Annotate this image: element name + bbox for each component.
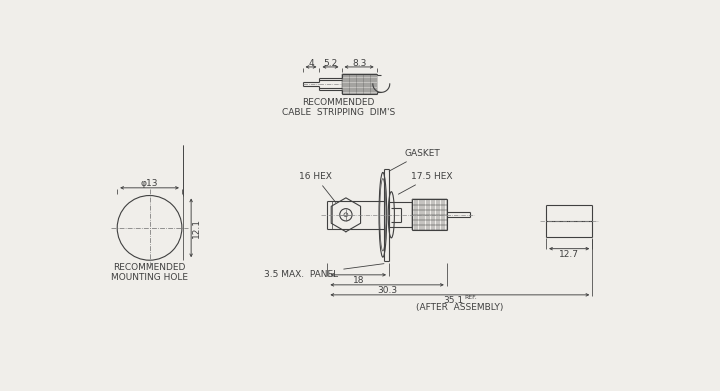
Text: REF.: REF.	[464, 296, 477, 300]
Text: φ13: φ13	[141, 179, 158, 188]
Text: GASKET: GASKET	[389, 149, 440, 171]
Text: 12.7: 12.7	[559, 249, 579, 258]
Text: 16 HEX: 16 HEX	[299, 172, 336, 203]
Text: 18: 18	[353, 276, 364, 285]
Text: 17.5 HEX: 17.5 HEX	[398, 172, 452, 194]
Text: RECOMMENDED
CABLE  STRIPPING  DIM'S: RECOMMENDED CABLE STRIPPING DIM'S	[282, 98, 395, 117]
Text: 8.3: 8.3	[352, 59, 366, 68]
Text: (AFTER  ASSEMBLY): (AFTER ASSEMBLY)	[416, 303, 503, 312]
Text: 35.1: 35.1	[444, 296, 464, 305]
Text: 12.1: 12.1	[192, 218, 201, 238]
Text: 3.5 MAX.  PANEL: 3.5 MAX. PANEL	[264, 264, 384, 279]
Text: RECOMMENDED
MOUNTING HOLE: RECOMMENDED MOUNTING HOLE	[111, 263, 188, 282]
Text: 30.3: 30.3	[377, 286, 397, 295]
Text: 4: 4	[308, 59, 314, 68]
Text: 5.2: 5.2	[323, 59, 338, 68]
